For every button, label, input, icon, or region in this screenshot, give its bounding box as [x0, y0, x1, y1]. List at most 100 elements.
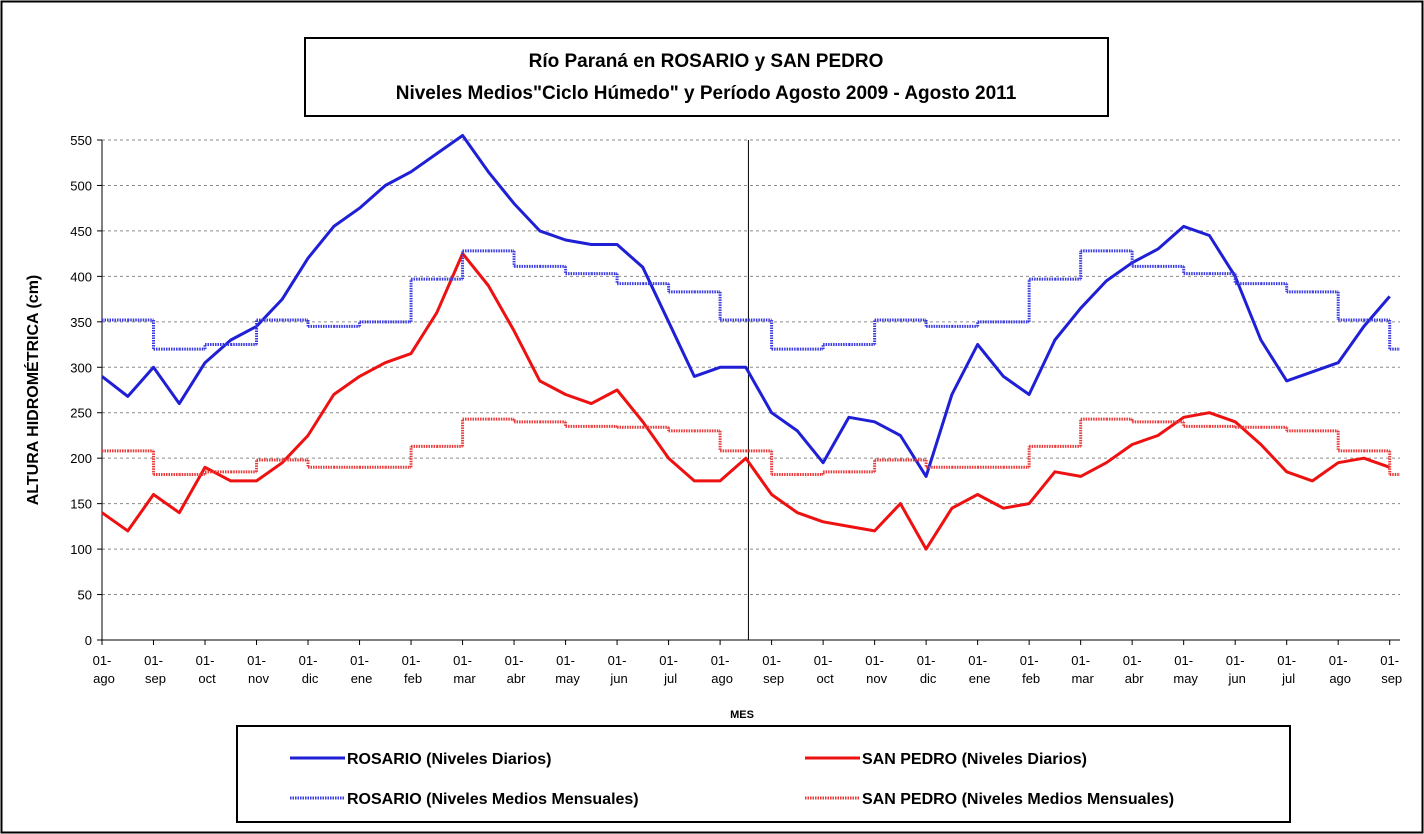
y-tick-label: 450	[70, 224, 92, 239]
y-tick-label: 50	[78, 588, 92, 603]
y-tick-label: 250	[70, 406, 92, 421]
legend-box	[236, 725, 1291, 823]
series-line	[101, 134, 1391, 478]
x-tick-label: 01- ago	[1329, 653, 1351, 686]
x-tick-label: 01- ene	[350, 653, 372, 686]
x-tick-label: 01- oct	[814, 653, 834, 686]
x-tick-label-line: jun	[1227, 671, 1245, 686]
x-tick-label-line: 01-	[762, 653, 781, 668]
x-axis-label: MES	[730, 709, 754, 721]
y-tick-label: 150	[70, 497, 92, 512]
x-tick-label-line: abr	[1125, 671, 1144, 686]
x-tick-label: 01- jun	[608, 653, 628, 686]
plot-area	[101, 134, 1400, 551]
x-tick-label: 01- mar	[1071, 653, 1094, 686]
x-tick-label-line: 01-	[1071, 653, 1090, 668]
x-tick-label-line: 01-	[1329, 653, 1348, 668]
x-tick-label: 01- feb	[402, 653, 422, 686]
x-tick-label-line: 01-	[299, 653, 318, 668]
x-tick-label-line: mar	[453, 671, 476, 686]
x-tick-label: 01- sep	[1380, 653, 1402, 686]
title-box	[304, 37, 1109, 117]
x-tick-label: 01- jul	[659, 653, 678, 686]
x-tick-label: 01- ago	[711, 653, 733, 686]
x-tick-label-line: 01-	[556, 653, 575, 668]
x-tick-label: 01- feb	[1020, 653, 1040, 686]
x-tick-label: 01- jun	[1226, 653, 1246, 686]
x-tick-label: 01- may	[555, 653, 580, 686]
y-tick-label: 550	[70, 133, 92, 148]
x-tick-label-line: 01-	[1123, 653, 1142, 668]
x-tick-label-line: 01-	[1380, 653, 1399, 668]
series-line	[101, 252, 1391, 551]
x-tick-label-line: 01-	[711, 653, 730, 668]
x-tick-label-line: sep	[763, 671, 784, 686]
x-tick-label-line: 01-	[505, 653, 524, 668]
y-tick-label: 350	[70, 315, 92, 330]
x-tick-label-line: nov	[248, 671, 269, 686]
x-tick-label: 01- oct	[196, 653, 216, 686]
x-tick-label-line: feb	[404, 671, 422, 686]
x-tick-label-line: ago	[711, 671, 733, 686]
x-tick-label-line: mar	[1071, 671, 1094, 686]
y-tick-label: 200	[70, 451, 92, 466]
x-tick-label: 01- nov	[247, 653, 269, 686]
y-tick-label: 100	[70, 542, 92, 557]
y-tick-label: 0	[85, 633, 92, 648]
x-tick-label: 01- abr	[505, 653, 526, 686]
x-tick-label-line: ene	[351, 671, 373, 686]
x-tick-label-line: feb	[1022, 671, 1040, 686]
x-tick-label-line: 01-	[350, 653, 369, 668]
x-tick-label: 01- sep	[762, 653, 784, 686]
x-tick-label-line: dic	[920, 671, 937, 686]
chart-title: Río Paraná en ROSARIO y SAN PEDRO	[529, 51, 884, 72]
x-tick-label-line: sep	[1381, 671, 1402, 686]
x-tick-label-line: ene	[969, 671, 991, 686]
x-tick-label: 01- ene	[968, 653, 990, 686]
x-tick-label: 01- ago	[93, 653, 115, 686]
x-tick-label-line: abr	[507, 671, 526, 686]
x-tick-label: 01- dic	[299, 653, 319, 686]
y-tick-label: 500	[70, 178, 92, 193]
y-tick-label: 300	[70, 360, 92, 375]
legend-label: ROSARIO (Niveles Diarios)	[347, 751, 552, 768]
x-tick-label-line: 01-	[402, 653, 421, 668]
x-tick-label-line: 01-	[608, 653, 627, 668]
y-tick-label: 400	[70, 269, 92, 284]
x-tick-label-line: may	[555, 671, 580, 686]
x-tick-label-line: 01-	[453, 653, 472, 668]
x-tick-label-line: 01-	[968, 653, 987, 668]
x-tick-label: 01- mar	[453, 653, 476, 686]
x-tick-label-line: oct	[816, 671, 834, 686]
legend-label: ROSARIO (Niveles Medios Mensuales)	[347, 791, 639, 808]
x-tick-label-line: 01-	[1277, 653, 1296, 668]
x-tick-label-line: 01-	[1174, 653, 1193, 668]
x-tick-label-line: 01-	[865, 653, 884, 668]
x-tick-label-line: 01-	[917, 653, 936, 668]
legend-label: SAN PEDRO (Niveles Medios Mensuales)	[862, 791, 1174, 808]
x-tick-label-line: 01-	[814, 653, 833, 668]
x-tick-label-line: jul	[663, 671, 677, 686]
x-tick-label-line: jun	[609, 671, 627, 686]
x-tick-label-line: sep	[145, 671, 166, 686]
y-axis-label: ALTURA HIDROMÉTRICA (cm)	[23, 275, 42, 506]
x-tick-label: 01- may	[1173, 653, 1198, 686]
x-tick-label-line: jul	[1281, 671, 1295, 686]
x-tick-label-line: ago	[1329, 671, 1351, 686]
x-tick-label-line: 01-	[659, 653, 678, 668]
legend-label: SAN PEDRO (Niveles Diarios)	[862, 751, 1087, 768]
x-tick-label-line: 01-	[247, 653, 266, 668]
x-tick-label-line: ago	[93, 671, 115, 686]
x-tick-label-line: may	[1173, 671, 1198, 686]
chart-subtitle: Niveles Medios"Ciclo Húmedo" y Período A…	[396, 83, 1017, 104]
x-tick-label: 01- abr	[1123, 653, 1144, 686]
x-tick-label: 01- sep	[144, 653, 166, 686]
x-tick-label-line: 01-	[93, 653, 112, 668]
x-tick-label-line: 01-	[1020, 653, 1039, 668]
x-tick-label: 01- jul	[1277, 653, 1296, 686]
x-tick-label-line: 01-	[144, 653, 163, 668]
x-tick-label-line: oct	[198, 671, 216, 686]
x-tick-label: 01- dic	[917, 653, 937, 686]
